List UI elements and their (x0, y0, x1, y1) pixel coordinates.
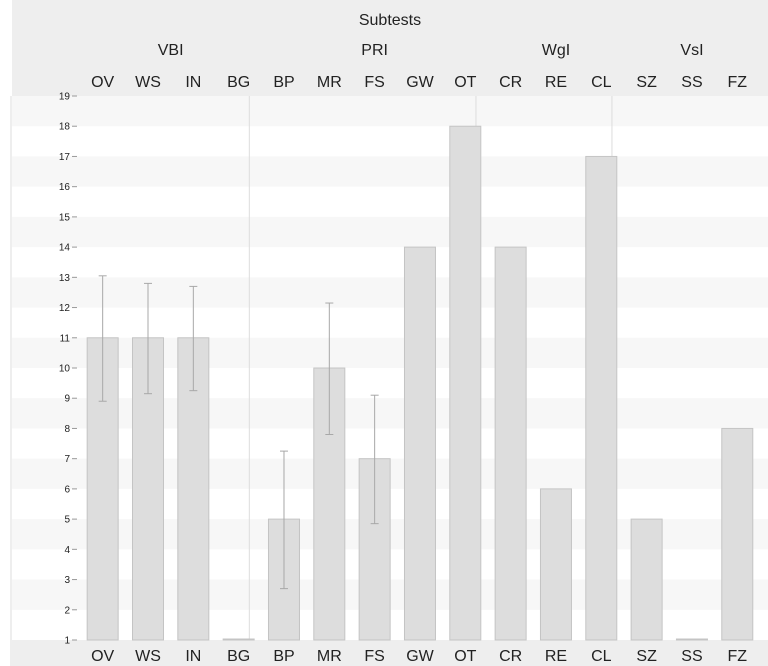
y-tick-label: 4 (64, 545, 70, 556)
footer-background (12, 640, 768, 666)
grid-band (12, 96, 768, 127)
y-tick-label: 3 (64, 575, 70, 586)
category-label-bottom: WS (135, 648, 161, 665)
category-label-bottom: FS (364, 648, 384, 665)
bar (494, 246, 527, 641)
category-label-top: GW (406, 74, 434, 91)
category-label-top: CL (591, 74, 612, 91)
y-tick-label: 19 (59, 92, 71, 103)
y-tick-label: 9 (64, 394, 70, 405)
y-tick-label: 1 (64, 636, 70, 647)
category-label-bottom: CR (499, 648, 522, 665)
bar (630, 518, 663, 641)
category-label-top: WS (135, 74, 161, 91)
group-label: VsI (680, 42, 703, 59)
category-label-bottom: FZ (728, 648, 748, 665)
grid-band (12, 156, 768, 187)
bar (675, 638, 708, 641)
category-label-bottom: BP (273, 648, 294, 665)
category-label-top: SS (681, 74, 702, 91)
grid-band (12, 277, 768, 308)
category-label-bottom: IN (185, 648, 201, 665)
category-label-top: MR (317, 74, 342, 91)
bar (539, 488, 572, 641)
y-tick-label: 7 (64, 454, 70, 465)
category-label-bottom: SZ (636, 648, 657, 665)
y-tick-label: 10 (59, 364, 71, 375)
chart-title: Subtests (359, 12, 421, 29)
category-label-bottom: OV (91, 648, 114, 665)
category-label-top: IN (185, 74, 201, 91)
y-tick-label: 5 (64, 515, 70, 526)
category-label-top: FZ (728, 74, 748, 91)
y-tick-label: 2 (64, 605, 70, 616)
y-tick-label: 11 (60, 333, 71, 344)
category-label-top: OV (91, 74, 114, 91)
bar (222, 638, 255, 641)
y-tick-label: 13 (59, 273, 71, 284)
bar (585, 155, 618, 641)
bar (721, 427, 754, 641)
category-label-bottom: BG (227, 648, 250, 665)
category-label-top: FS (364, 74, 384, 91)
y-tick-label: 12 (59, 303, 71, 314)
bar (449, 125, 482, 641)
y-tick-label: 6 (64, 484, 70, 495)
grid-band (12, 337, 768, 368)
group-label: WgI (542, 42, 570, 59)
group-label: PRI (361, 42, 388, 59)
y-tick-label: 17 (59, 152, 71, 163)
y-tick-label: 15 (59, 212, 71, 223)
category-label-top: CR (499, 74, 522, 91)
category-label-bottom: CL (591, 648, 612, 665)
group-label: VBI (158, 42, 184, 59)
category-label-top: RE (545, 74, 567, 91)
category-label-top: BG (227, 74, 250, 91)
y-tick-label: 8 (64, 424, 70, 435)
category-label-top: SZ (636, 74, 657, 91)
grid-band (12, 398, 768, 429)
category-label-bottom: MR (317, 648, 342, 665)
left-edge-strip (10, 96, 12, 666)
category-label-bottom: SS (681, 648, 702, 665)
category-label-top: OT (454, 74, 476, 91)
category-label-bottom: RE (545, 648, 567, 665)
category-label-bottom: GW (406, 648, 434, 665)
grid-band (12, 216, 768, 248)
y-tick-label: 14 (59, 243, 71, 254)
category-label-top: BP (273, 74, 294, 91)
bar (403, 246, 436, 641)
header-background (12, 0, 768, 96)
y-tick-label: 16 (59, 182, 71, 193)
y-tick-label: 18 (59, 122, 71, 133)
category-label-bottom: OT (454, 648, 476, 665)
